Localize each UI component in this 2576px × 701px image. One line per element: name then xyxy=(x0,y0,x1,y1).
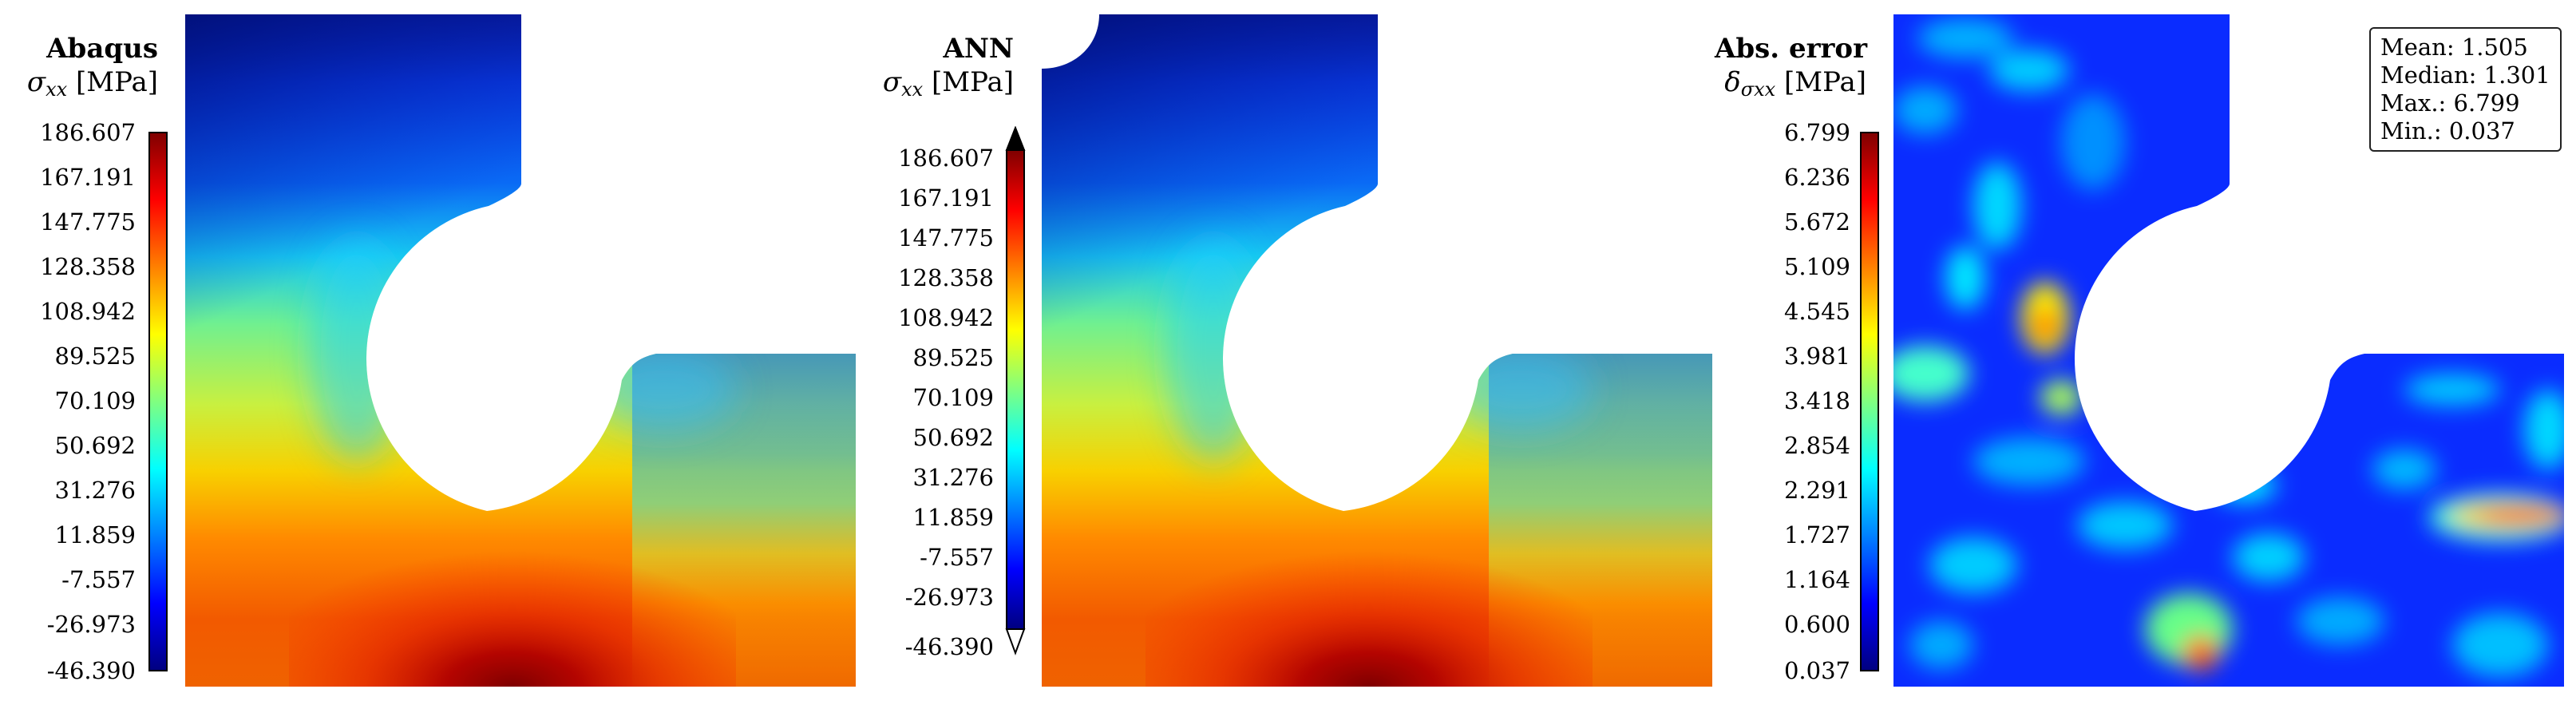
panel-ann: ANN σxx [MPa] 186.607 167.191 147.775 12… xyxy=(858,0,1720,701)
tick-label: 2.854 xyxy=(1783,432,1850,459)
tick-label: 50.692 xyxy=(54,432,136,459)
stat-min: Min.: 0.037 xyxy=(2380,117,2515,145)
tick-label: 31.276 xyxy=(54,477,136,504)
error-statistics-box: Mean: 1.505 Median: 1.301 Max.: 6.799 Mi… xyxy=(2369,27,2562,152)
tick-label: 11.859 xyxy=(54,521,136,549)
tick-label: -26.973 xyxy=(904,584,994,611)
tick-label: 89.525 xyxy=(54,343,136,370)
colorbar-ticks: 186.607 167.191 147.775 128.358 108.942 … xyxy=(874,126,994,677)
tick-label: 186.607 xyxy=(40,119,136,146)
tick-label: 70.109 xyxy=(912,384,994,411)
tick-label: 5.672 xyxy=(1783,208,1850,236)
tick-label: 0.037 xyxy=(1783,657,1850,684)
tick-label: 31.276 xyxy=(912,464,994,491)
tick-label: 5.109 xyxy=(1783,253,1850,280)
tick-label: 3.981 xyxy=(1783,343,1850,370)
panel-abaqus: Abaqus σxx [MPa] 186.607 167.191 147.775… xyxy=(0,0,862,701)
colorbar xyxy=(1005,126,1026,655)
panel-title: Abaqus xyxy=(46,33,158,65)
colorbar-title: ANN σxx [MPa] xyxy=(858,32,1014,99)
stat-max: Max.: 6.799 xyxy=(2380,89,2520,117)
tick-label: 89.525 xyxy=(912,344,994,371)
tick-label: 1.727 xyxy=(1783,521,1850,549)
colorbar-title: Abs. error δσxx [MPa] xyxy=(1715,32,1868,101)
quantity-label: δσxx [MPa] xyxy=(1724,66,1866,101)
tick-label: -46.390 xyxy=(904,633,994,660)
tick-label: 147.775 xyxy=(898,224,994,251)
tick-label: -26.973 xyxy=(46,611,136,638)
colorbar xyxy=(148,132,168,671)
tick-label: 4.545 xyxy=(1783,298,1850,325)
tick-label: -46.390 xyxy=(46,657,136,684)
stat-mean: Mean: 1.505 xyxy=(2380,34,2528,61)
tick-label: 186.607 xyxy=(898,145,994,172)
tick-label: -7.557 xyxy=(61,566,136,593)
stress-field-abaqus xyxy=(185,14,856,687)
stat-median: Median: 1.301 xyxy=(2380,61,2550,89)
tick-label: 128.358 xyxy=(898,264,994,291)
tick-label: 3.418 xyxy=(1783,387,1850,414)
tick-label: 128.358 xyxy=(40,253,136,280)
extend-max-arrow xyxy=(1005,126,1026,151)
tick-label: 6.799 xyxy=(1783,119,1850,146)
tick-label: 50.692 xyxy=(912,424,994,451)
tick-label: 108.942 xyxy=(898,304,994,331)
extend-min-arrow xyxy=(1005,628,1026,655)
tick-label: 2.291 xyxy=(1783,477,1850,504)
panel-title: ANN xyxy=(943,33,1014,65)
quantity-label: σxx [MPa] xyxy=(26,66,158,101)
tick-label: 1.164 xyxy=(1783,566,1850,593)
tick-label: -7.557 xyxy=(920,544,994,571)
tick-label: 0.600 xyxy=(1783,611,1850,638)
tick-label: 167.191 xyxy=(40,164,136,191)
panel-title: Abs. error xyxy=(1715,33,1868,65)
colorbar xyxy=(1860,132,1879,671)
stress-field-ann xyxy=(1042,14,1712,687)
tick-label: 6.236 xyxy=(1783,164,1850,191)
colorbar-ticks: 186.607 167.191 147.775 128.358 108.942 … xyxy=(16,121,136,683)
tick-label: 108.942 xyxy=(40,298,136,325)
tick-label: 147.775 xyxy=(40,208,136,236)
colorbar-title: Abaqus σxx [MPa] xyxy=(0,32,158,99)
tick-label: 11.859 xyxy=(912,504,994,531)
tick-label: 167.191 xyxy=(898,184,994,212)
panel-abs-error: Abs. error δσxx [MPa] 6.799 6.236 5.672 … xyxy=(1715,0,2576,701)
quantity-label: σxx [MPa] xyxy=(882,66,1014,101)
tick-label: 70.109 xyxy=(54,387,136,414)
colorbar-ticks: 6.799 6.236 5.672 5.109 4.545 3.981 3.41… xyxy=(1731,121,1850,683)
